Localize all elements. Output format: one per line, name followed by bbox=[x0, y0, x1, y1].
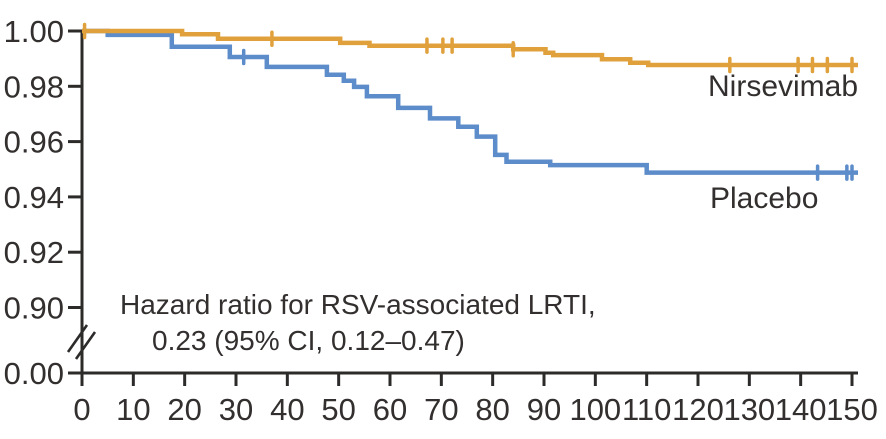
x-tick-label: 10 bbox=[116, 392, 150, 427]
x-axis: 0 10 20 30 40 50 60 70 80 90 100 110 120 130 140 150 bbox=[68, 371, 878, 427]
break-slash bbox=[66, 324, 89, 353]
y-tick-label: 0.94 bbox=[4, 180, 64, 215]
x-tick-label: 60 bbox=[373, 392, 407, 427]
series-label-placebo: Placebo bbox=[710, 182, 818, 215]
x-tick-label: 70 bbox=[424, 392, 458, 427]
hazard-ratio-annotation-line1: Hazard ratio for RSV-associated LRTI, bbox=[120, 289, 596, 320]
nirsevimab-step-line bbox=[82, 28, 858, 68]
y-axis: 1.00 0.98 0.96 0.94 0.92 0.90 0.00 bbox=[4, 14, 84, 391]
placebo-step-line bbox=[82, 28, 858, 175]
y-tick-label: 0.92 bbox=[4, 235, 64, 270]
x-tick-label: 30 bbox=[219, 392, 253, 427]
y-tick-label: 0.00 bbox=[4, 356, 64, 391]
placebo-curve bbox=[82, 28, 858, 181]
break-slash bbox=[74, 331, 97, 360]
x-tick-label: 90 bbox=[527, 392, 561, 427]
x-tick-label: 20 bbox=[167, 392, 201, 427]
series-label-nirsevimab: Nirsevimab bbox=[708, 70, 858, 103]
x-tick-label: 100 bbox=[569, 392, 621, 427]
hazard-ratio-annotation-line2: 0.23 (95% CI, 0.12–0.47) bbox=[152, 325, 465, 356]
x-tick-label: 130 bbox=[723, 392, 775, 427]
x-tick-label: 140 bbox=[775, 392, 827, 427]
x-tick-label: 40 bbox=[270, 392, 304, 427]
nirsevimab-curve bbox=[82, 22, 858, 74]
x-tick-label: 50 bbox=[321, 392, 355, 427]
x-tick-label: 80 bbox=[475, 392, 509, 427]
y-tick-label: 0.90 bbox=[4, 291, 64, 326]
x-tick-label: 0 bbox=[73, 392, 90, 427]
x-tick-label: 120 bbox=[672, 392, 724, 427]
x-tick-label: 110 bbox=[622, 392, 671, 427]
y-tick-label: 0.96 bbox=[4, 125, 64, 160]
y-tick-label: 0.98 bbox=[4, 69, 64, 104]
x-tick-label: 150 bbox=[826, 392, 878, 427]
y-axis-break-icon bbox=[66, 324, 97, 360]
y-tick-label: 1.00 bbox=[4, 14, 64, 49]
